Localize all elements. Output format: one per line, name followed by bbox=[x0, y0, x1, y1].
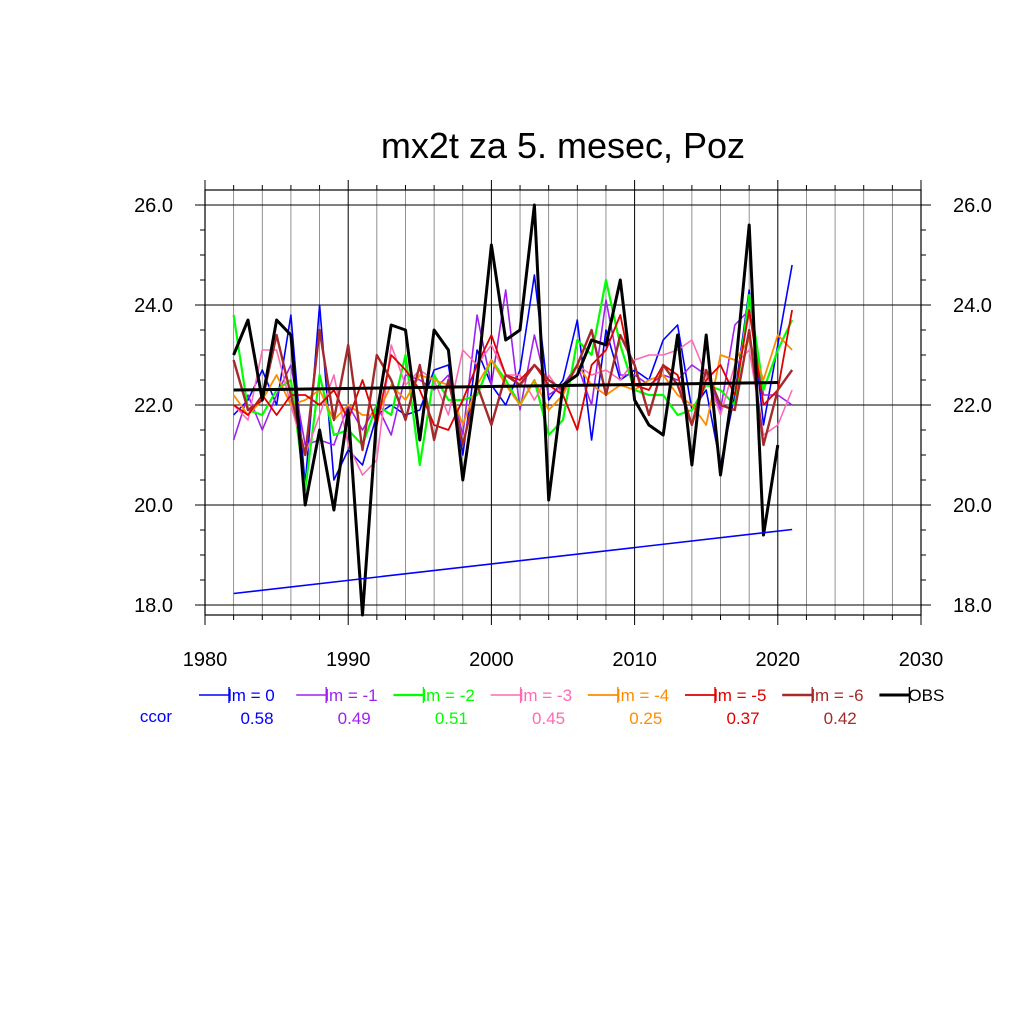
trend-lines bbox=[233, 381, 793, 595]
legend: lm = 0 0.58 lm = -1 0.49 lm = -2 0.51 lm = -3 0… bbox=[140, 686, 944, 728]
trend-line-0 bbox=[233, 381, 778, 392]
x-tick-label: 2020 bbox=[756, 649, 801, 671]
legend-ccor-value: 0.37 bbox=[726, 709, 759, 728]
series-line-7 bbox=[232, 203, 780, 617]
legend-label: lm = -5 bbox=[714, 686, 766, 705]
y-tick-label-left: 26.0 bbox=[134, 195, 173, 217]
y-tick-label-left: 24.0 bbox=[134, 295, 173, 317]
legend-ccor-value: 0.25 bbox=[629, 709, 662, 728]
y-tick-label-right: 22.0 bbox=[953, 395, 992, 417]
legend-label: lm = -4 bbox=[617, 686, 669, 705]
y-tick-label-right: 18.0 bbox=[953, 595, 992, 617]
grid bbox=[204, 190, 922, 615]
x-tick-label: 2000 bbox=[469, 649, 514, 671]
plot-frame bbox=[204, 189, 922, 616]
legend-ccor-value: 0.58 bbox=[240, 709, 273, 728]
legend-ccor-value: 0.42 bbox=[824, 709, 857, 728]
legend-label: lm = -6 bbox=[811, 686, 863, 705]
legend-label: OBS bbox=[908, 686, 944, 705]
x-tick-label: 2030 bbox=[899, 649, 944, 671]
x-tick-label: 1980 bbox=[183, 649, 228, 671]
legend-ccor-value: 0.49 bbox=[338, 709, 371, 728]
axis-ticks: 1980 1990 2000 2010 2020 2030 18.0 18.0 20.0 20.0… bbox=[134, 180, 992, 671]
y-tick-label-right: 20.0 bbox=[953, 495, 992, 517]
series-line-4 bbox=[232, 334, 793, 426]
legend-ccor-value: 0.45 bbox=[532, 709, 565, 728]
x-tick-label: 1990 bbox=[326, 649, 371, 671]
y-tick-label-right: 26.0 bbox=[953, 195, 992, 217]
legend-ccor-value: 0.51 bbox=[435, 709, 468, 728]
y-tick-label-left: 18.0 bbox=[134, 595, 173, 617]
series-group bbox=[232, 203, 794, 617]
y-tick-label-left: 22.0 bbox=[134, 395, 173, 417]
series-line-3 bbox=[233, 339, 793, 476]
series-line-1 bbox=[232, 289, 793, 446]
legend-label: lm = -1 bbox=[325, 686, 377, 705]
legend-label: lm = -2 bbox=[422, 686, 474, 705]
ccor-label: ccor bbox=[140, 707, 172, 726]
x-tick-label: 2010 bbox=[612, 649, 657, 671]
legend-label: lm = -3 bbox=[520, 686, 572, 705]
trend-line-1 bbox=[233, 528, 793, 595]
y-tick-label-left: 20.0 bbox=[134, 495, 173, 517]
legend-label: lm = 0 bbox=[228, 686, 275, 705]
chart-title: mx2t za 5. mesec, Poz bbox=[381, 125, 745, 166]
y-tick-label-right: 24.0 bbox=[953, 295, 992, 317]
